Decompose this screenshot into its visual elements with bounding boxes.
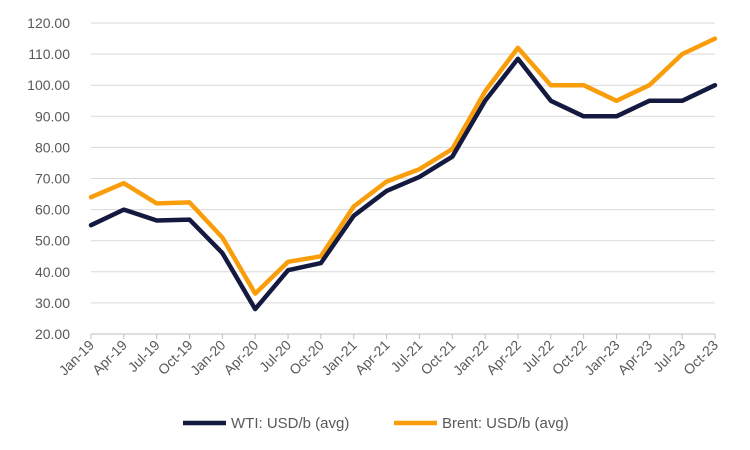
y-tick-label: 60.00 bbox=[35, 202, 70, 218]
y-tick-label: 120.00 bbox=[27, 15, 70, 31]
x-tick-label: Oct-23 bbox=[680, 337, 721, 378]
x-tick-label: Jan-21 bbox=[318, 337, 360, 379]
x-tick-label: Apr-19 bbox=[89, 337, 130, 378]
x-tick-label: Apr-22 bbox=[483, 337, 524, 378]
series-line-wti bbox=[88, 56, 718, 312]
legend: WTI: USD/b (avg) Brent: USD/b (avg) bbox=[183, 415, 569, 432]
y-tick-label: 30.00 bbox=[35, 295, 70, 311]
y-tick-label: 50.00 bbox=[35, 233, 70, 249]
y-tick-label: 20.00 bbox=[35, 326, 70, 342]
x-tick-label: Jan-20 bbox=[187, 337, 229, 379]
x-tick-label: Oct-19 bbox=[155, 337, 196, 378]
y-tick-label: 100.00 bbox=[27, 77, 70, 93]
y-tick-label: 80.00 bbox=[35, 139, 70, 155]
y-tick-label: 110.00 bbox=[28, 46, 70, 62]
y-tick-label: 90.00 bbox=[35, 108, 70, 124]
y-tick-label: 40.00 bbox=[35, 264, 70, 280]
x-tick-label: Oct-21 bbox=[417, 337, 458, 378]
x-tick-label: Apr-21 bbox=[352, 337, 393, 378]
x-tick-label: Jan-23 bbox=[581, 337, 623, 379]
x-axis-tick-labels: Jan-19Apr-19Jul-19Oct-19Jan-20Apr-20Jul-… bbox=[56, 337, 722, 379]
legend-label-wti: WTI: USD/b (avg) bbox=[231, 415, 349, 432]
y-tick-label: 70.00 bbox=[35, 171, 70, 187]
gridlines bbox=[90, 22, 716, 339]
series-line-brent bbox=[88, 36, 718, 296]
x-tick-label: Apr-20 bbox=[220, 337, 261, 378]
x-tick-label: Apr-23 bbox=[614, 337, 655, 378]
series-lines bbox=[88, 36, 718, 312]
y-axis-tick-labels: 20.00 30.00 40.00 50.00 60.00 70.00 80.00 90.00… bbox=[27, 15, 70, 342]
legend-label-brent: Brent: USD/b (avg) bbox=[442, 415, 569, 432]
x-tick-label: Jan-22 bbox=[450, 337, 492, 379]
x-tick-label: Oct-20 bbox=[286, 337, 327, 378]
x-tick-label: Oct-22 bbox=[549, 337, 590, 378]
x-tick-label: Jan-19 bbox=[56, 337, 98, 379]
